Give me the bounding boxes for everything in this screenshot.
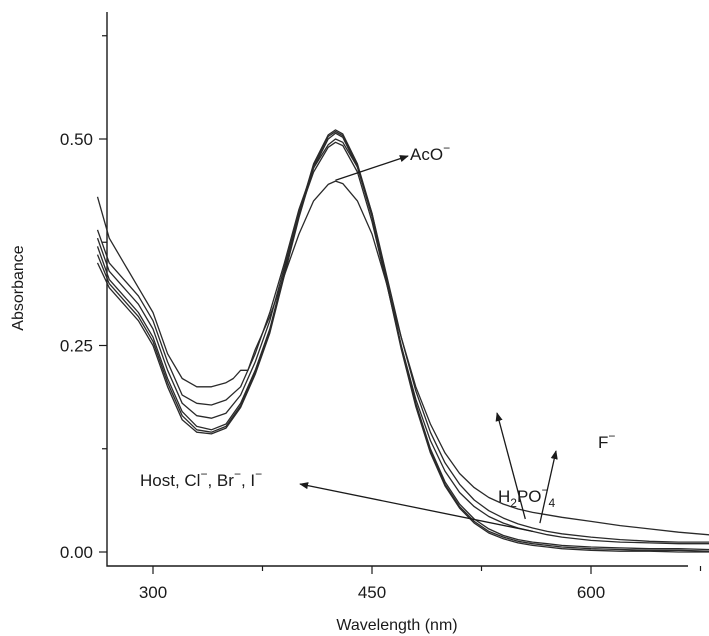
annotation-arrow-h2po4 <box>495 412 526 520</box>
annotation-arrow-host <box>299 482 533 532</box>
annotation-label-aco: AcO− <box>410 141 450 164</box>
spectrum-line-5 <box>96 138 709 543</box>
annotation-text-part: 2 <box>510 496 517 510</box>
annotation-text-part: − <box>255 467 262 481</box>
annotation-text-part: − <box>200 467 207 481</box>
annotation-text-part: − <box>608 429 615 443</box>
y-tick-label: 0.50 <box>60 130 93 149</box>
y-axis-label: Absorbance <box>10 245 27 330</box>
y-tick-label: 0.25 <box>60 337 93 356</box>
annotation-text-part: − <box>542 483 549 497</box>
annotation-text-part: , I <box>241 471 255 490</box>
x-axis-ticks: 300450600750 <box>139 566 702 602</box>
annotation-label-f: F− <box>598 429 615 452</box>
annotation-text-part: − <box>234 467 241 481</box>
annotation-text-part: 4 <box>549 496 556 510</box>
axis-frame <box>106 12 688 567</box>
spectra-series <box>96 129 709 553</box>
annotation-text-part: AcO <box>410 145 443 164</box>
annotation-label-h2po4: H2PO−4 <box>498 483 556 510</box>
x-tick-label: 300 <box>139 583 167 602</box>
annotation-text-part: Host, Cl <box>140 471 200 490</box>
x-axis-label: Wavelength (nm) <box>336 617 457 634</box>
x-tick-label: 450 <box>358 583 386 602</box>
annotation-arrow-aco <box>335 155 409 181</box>
spectrum-line-4 <box>96 141 709 545</box>
spectrum-line-6 <box>96 180 709 536</box>
annotations: AcO−H2PO−4F−Host, Cl−, Br−, I− <box>140 141 615 532</box>
annotation-text-part: PO <box>517 487 542 506</box>
annotation-text-part: , Br <box>207 471 234 490</box>
annotation-arrow-f <box>539 450 558 524</box>
y-tick-label: 0.00 <box>60 543 93 562</box>
axes <box>106 12 688 567</box>
annotation-label-host: Host, Cl−, Br−, I− <box>140 467 262 490</box>
x-tick-label: 600 <box>577 583 605 602</box>
annotation-text-part: − <box>443 141 450 155</box>
annotation-text-part: H <box>498 487 510 506</box>
y-axis-ticks: 0.00 0.25 0.50 <box>60 35 107 562</box>
annotation-text-part: F <box>598 433 608 452</box>
